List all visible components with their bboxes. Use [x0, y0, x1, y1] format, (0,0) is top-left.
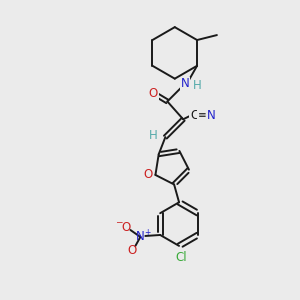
Text: O: O [122, 220, 131, 234]
Text: N: N [207, 109, 215, 122]
Text: Cl: Cl [175, 251, 187, 264]
Text: ≡: ≡ [198, 110, 206, 120]
Text: +: + [144, 227, 151, 236]
Text: N: N [181, 77, 190, 90]
Text: H: H [193, 79, 202, 92]
Text: O: O [128, 244, 137, 257]
Text: C: C [190, 109, 198, 122]
Text: −: − [115, 218, 122, 226]
Text: N: N [136, 230, 145, 244]
Text: H: H [149, 129, 158, 142]
Text: O: O [149, 87, 158, 100]
Text: O: O [144, 168, 153, 182]
